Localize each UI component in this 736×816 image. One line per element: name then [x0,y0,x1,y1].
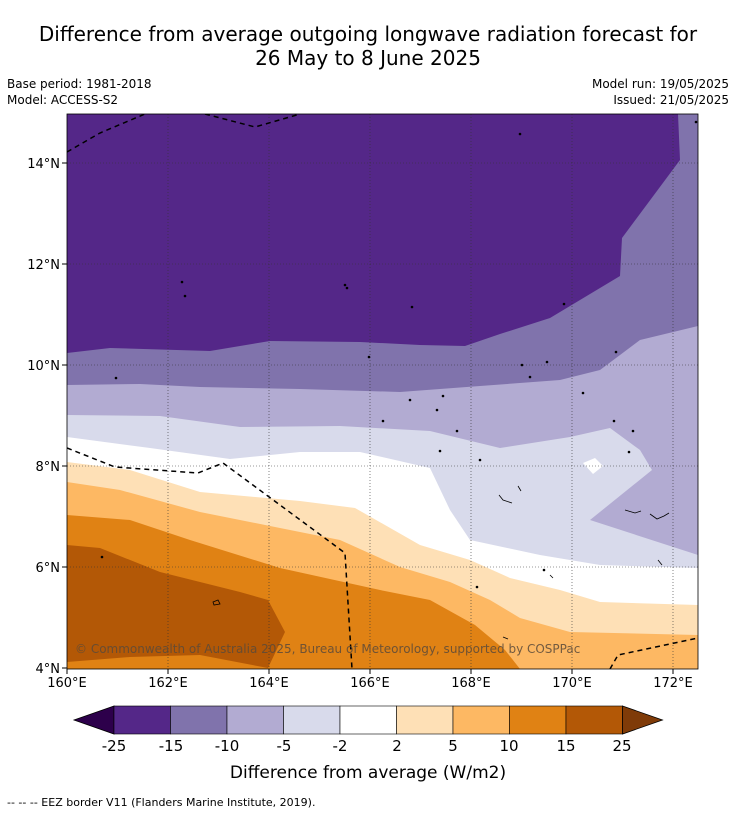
map-title: Difference from average outgoing longwav… [0,22,736,70]
copyright-watermark: © Commonwealth of Australia 2025, Bureau… [75,642,580,656]
colorbar-tick-label: -10 [215,737,240,755]
colorbar-segment [565,705,623,735]
eez-border [67,114,698,669]
colorbar-tick-label: 2 [392,737,402,755]
colorbar-segment [170,705,228,735]
lon-tick-label: 168°E [451,676,491,691]
lon-axis: 160°E 162°E 164°E 166°E 168°E 170°E 172°… [47,669,693,691]
lat-tick-label: 8°N [36,460,61,475]
colorbar-arrow-low [72,705,115,735]
lat-tick-label: 12°N [27,258,60,273]
title-line-2: 26 May to 8 June 2025 [255,46,481,70]
eez-footnote: -- -- -- EEZ border V11 (Flanders Marine… [7,796,316,809]
lon-tick-label: 170°E [552,676,592,691]
meta-left: Base period: 1981-2018 Model: ACCESS-S2 [7,76,152,108]
islands [100,120,698,640]
base-period: Base period: 1981-2018 [7,77,152,91]
colorbar-arrow-high [622,705,664,735]
lon-tick-label: 164°E [249,676,289,691]
colorbar-tick-label: 5 [448,737,458,755]
lat-tick-label: 6°N [36,561,61,576]
colorbar-tick-label: -25 [102,737,127,755]
colorbar-tick-label: 10 [499,737,518,755]
colorbar-title: Difference from average (W/m2) [230,763,506,783]
colorbar-tick-label: 15 [556,737,575,755]
colorbar-tick-label: -15 [159,737,184,755]
colorbar-tick-label: 25 [612,737,631,755]
lon-tick-label: 172°E [653,676,693,691]
gridlines [67,114,698,669]
colorbar-tick-label: -2 [333,737,348,755]
colorbar-segment [339,705,397,735]
colorbar-ticks: -25 -15 -10 -5 -2 2 5 10 15 25 [102,737,632,755]
title-line-1: Difference from average outgoing longwav… [38,22,698,46]
map-frame [66,113,699,670]
map-area: © Commonwealth of Australia 2025, Bureau… [67,114,698,669]
meta-right: Model run: 19/05/2025 Issued: 21/05/2025 [592,76,729,108]
colorbar-segment [396,705,454,735]
issued-date: Issued: 21/05/2025 [613,93,729,107]
colorbar-tick-label: -5 [277,737,292,755]
colorbar-segment [283,705,341,735]
colorbar [72,705,664,735]
colorbar-segment [452,705,510,735]
lat-tick-label: 4°N [36,662,61,677]
lat-axis: 14°N 12°N 10°N 8°N 6°N 4°N [27,157,67,677]
lat-tick-label: 10°N [27,359,60,374]
colorbar-segment [113,705,171,735]
colorbar-segment [226,705,284,735]
band-15-to-25 [67,545,285,668]
lon-tick-label: 160°E [47,676,87,691]
lat-tick-label: 14°N [27,157,60,172]
colorbar-segment [509,705,567,735]
lon-tick-label: 166°E [350,676,390,691]
model-run: Model run: 19/05/2025 [591,77,729,91]
model-name: Model: ACCESS-S2 [7,93,119,107]
lon-tick-label: 162°E [148,676,188,691]
